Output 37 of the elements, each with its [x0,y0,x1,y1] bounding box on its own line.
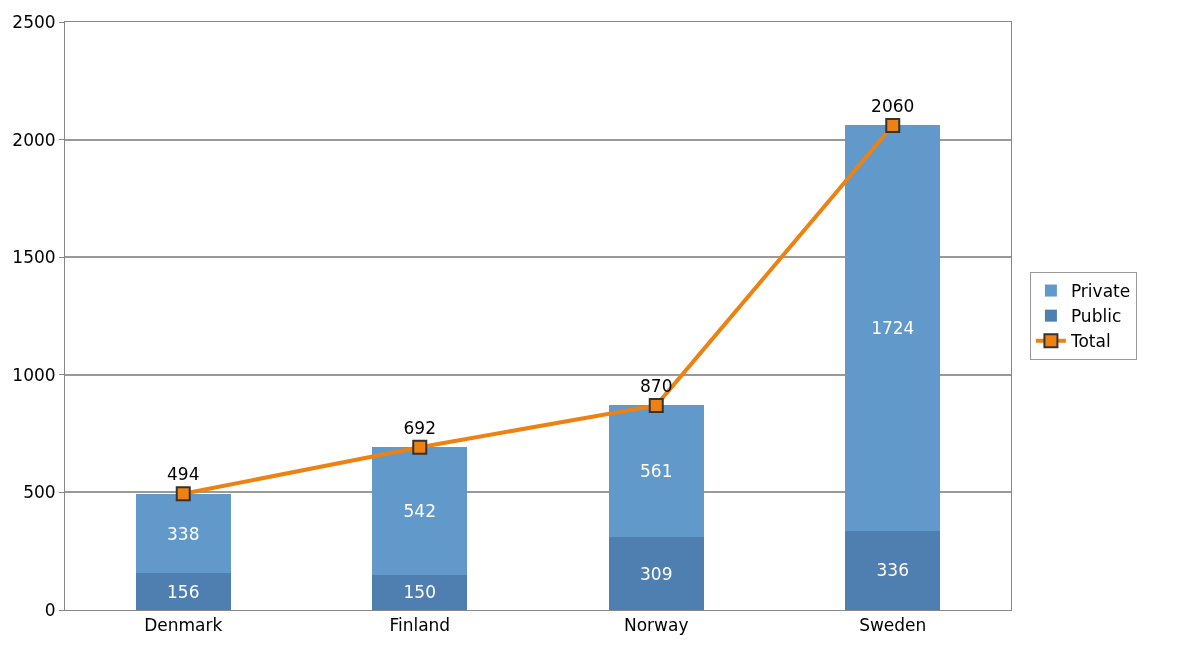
point [412,439,428,455]
bar [372,447,468,575]
legend-label: Private [1070,281,1131,302]
legend-label: Public [1070,306,1122,327]
data-label: 336 [876,560,909,581]
data-label: 1724 [871,318,915,339]
y-tick-label: 0 [44,599,56,620]
bar [135,573,231,610]
bar [608,405,704,538]
data-label: 2060 [871,96,915,117]
bar [372,574,468,610]
x-tick-label: Finland [389,615,451,636]
data-label: 692 [403,417,436,438]
data-label: 561 [640,461,673,482]
point [885,117,901,133]
data-label: 309 [640,563,673,584]
data-label: 156 [167,581,200,602]
y-tick-label: 1500 [12,247,56,268]
point [648,397,664,413]
y-tick-label: 2000 [12,129,56,150]
bar [845,530,941,610]
data-label: 542 [403,500,436,521]
legend-label: Total [1069,331,1111,352]
y-tick-label: 500 [23,482,56,503]
x-tick-label: Sweden [859,615,927,636]
data-label: 494 [167,464,200,485]
data-label: 338 [167,523,200,544]
y-tick-label: 2500 [12,11,56,32]
data-label: 870 [640,376,673,397]
bar [845,125,941,531]
bar [608,537,704,610]
x-tick-label: Denmark [144,615,223,636]
y-tick-label: 1000 [12,364,56,385]
x-tick-label: Norway [624,615,689,636]
data-label: 150 [403,582,436,603]
point [175,486,191,502]
bar [135,493,231,574]
